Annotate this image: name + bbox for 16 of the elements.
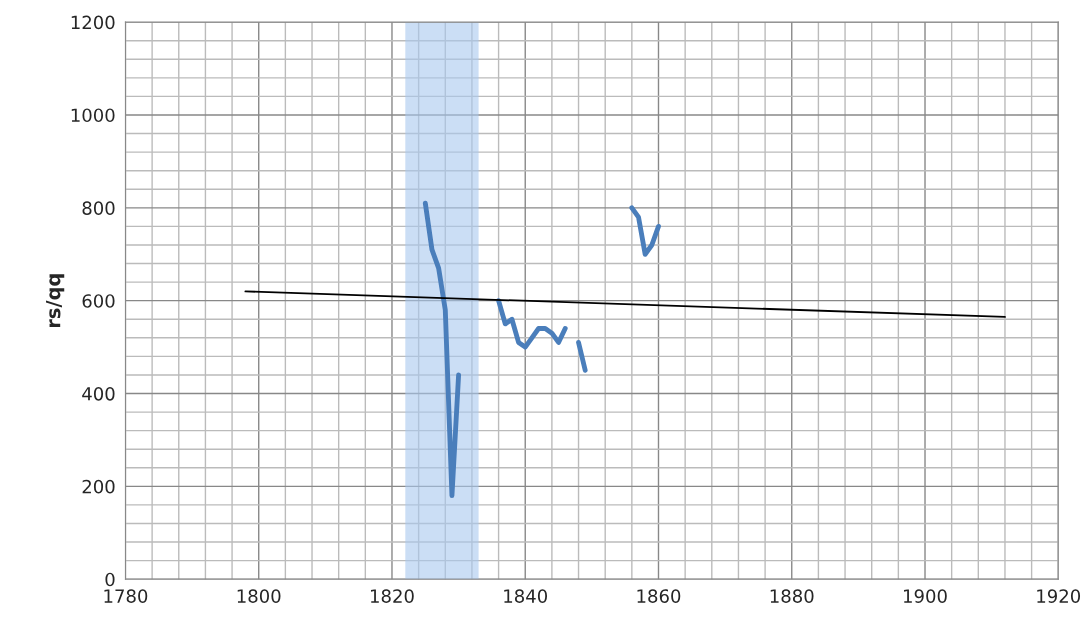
y-tick-label: 800 [82,201,115,215]
y-tick-label: 400 [82,386,115,401]
x-tick-label: 1920 [1037,589,1081,603]
x-tick-label: 1780 [104,589,148,603]
y-axis-title: rs/qq [46,274,65,328]
y-tick-label: 0 [105,572,115,587]
x-tick-label: 1800 [237,589,281,603]
y-tick-label: 600 [82,294,115,308]
x-tick-label: 1900 [904,589,947,603]
x-tick-label: 1820 [370,589,414,603]
y-tick-label: 1200 [71,15,115,30]
y-tick-label: 1000 [71,108,115,123]
x-tick-label: 1880 [770,589,814,603]
x-tick-label: 1840 [504,589,548,603]
x-tick-label: 1860 [637,589,681,603]
y-tick-label: 200 [82,479,115,494]
